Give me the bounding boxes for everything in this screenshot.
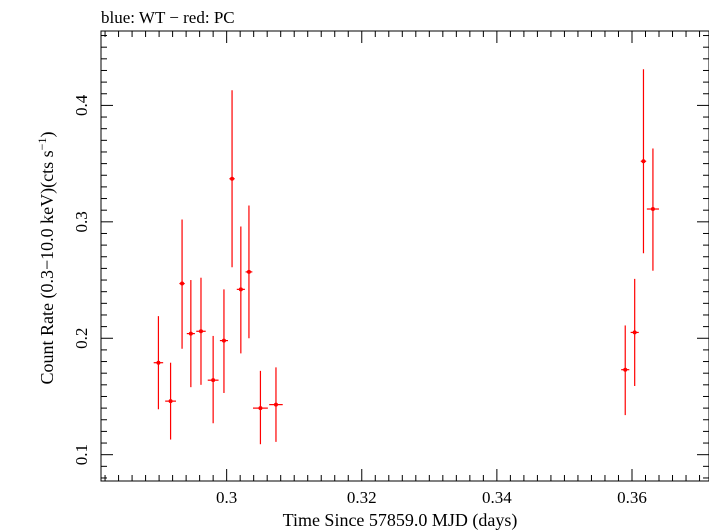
point-marker [180,281,185,286]
y-axis-label-end: ) [37,132,58,138]
point-marker [221,338,226,343]
point-marker [188,331,193,336]
data-point [165,362,176,440]
point-marker [230,176,235,181]
data-point [186,280,195,388]
y-tick-label: 0.2 [72,328,91,349]
data-point [219,289,229,393]
data-point [229,90,235,268]
x-tick-label: 0.32 [347,488,377,507]
point-marker [641,159,646,164]
point-marker [623,367,628,372]
point-marker [273,402,278,407]
y-axis-label-main: Count Rate (0.3−10.0 keV)(cts s [37,150,58,384]
data-point [196,277,206,385]
data-point [646,148,660,271]
point-marker [238,287,243,292]
data-point [621,325,630,416]
data-point [640,69,647,254]
point-marker [258,406,263,411]
y-axis-label-superscript: −1 [35,138,49,151]
axis-ticks [101,31,709,481]
data-point [207,335,219,424]
plot-frame [100,30,709,482]
chart-title: blue: WT − red: PC [101,8,235,27]
x-tick-label: 0.3 [216,488,237,507]
axis-tick-labels: 0.3 0.32 0.34 0.36 0.1 0.2 0.3 0.4 [72,94,647,507]
x-axis-label: Time Since 57859.0 MJD (days) [283,510,518,531]
y-tick-label: 0.4 [72,94,91,116]
data-points [153,69,660,445]
data-point [245,205,253,339]
point-marker [168,399,173,404]
x-tick-label: 0.34 [482,488,512,507]
point-marker [650,207,655,212]
data-point [153,316,164,410]
data-point [253,370,268,445]
data-point [269,367,283,442]
y-axis-label: Count Rate (0.3−10.0 keV)(cts s−1) [35,132,58,385]
point-marker [198,329,203,334]
point-marker [246,269,251,274]
x-tick-label: 0.36 [617,488,647,507]
data-point [179,219,185,349]
data-point [236,226,245,354]
y-tick-label: 0.1 [72,444,91,465]
y-tick-label: 0.3 [72,211,91,232]
point-marker [632,330,637,335]
point-marker [211,378,216,383]
point-marker [156,360,161,365]
data-point [630,278,639,386]
